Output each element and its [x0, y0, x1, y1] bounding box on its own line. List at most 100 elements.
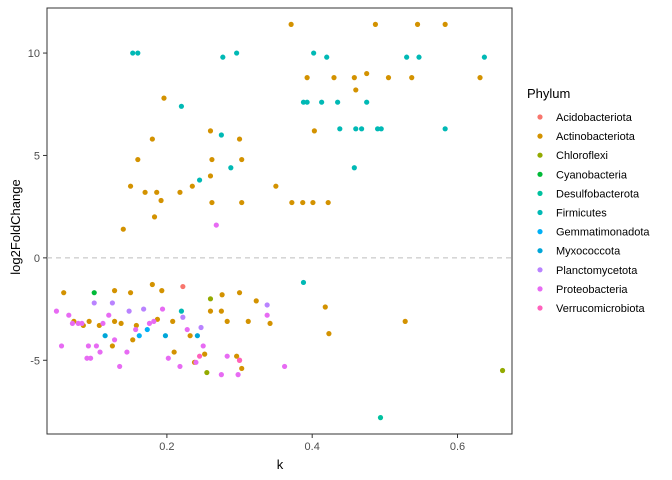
data-point — [91, 300, 97, 306]
data-point — [75, 320, 81, 327]
data-point — [93, 343, 100, 349]
legend-key — [537, 286, 543, 292]
data-point — [130, 50, 136, 56]
data-point — [325, 199, 331, 206]
data-point — [253, 298, 259, 304]
data-point — [146, 320, 153, 327]
data-point — [234, 50, 240, 56]
data-point — [184, 326, 190, 333]
x-axis-title: k — [277, 457, 284, 472]
legend-label: Verrucomicrobiota — [556, 303, 646, 315]
plot-panel — [46, 7, 513, 435]
data-point — [372, 21, 379, 27]
data-point — [85, 343, 92, 349]
data-point — [159, 306, 166, 312]
legend: Phylum Acidobacteriota Actinobacteriota Ch… — [527, 86, 650, 315]
data-point — [331, 75, 337, 81]
data-point — [310, 199, 316, 206]
data-point — [477, 75, 483, 81]
data-point — [91, 290, 97, 296]
data-point — [171, 349, 177, 355]
y-tick-label: 0 — [34, 253, 40, 265]
data-point — [165, 355, 171, 361]
legend-key — [537, 133, 543, 139]
data-point — [311, 128, 317, 134]
data-point — [234, 353, 240, 359]
data-point — [194, 333, 200, 339]
data-point — [111, 288, 118, 294]
data-point — [416, 54, 422, 60]
x-tick-label: 0.2 — [159, 441, 174, 453]
data-point — [207, 308, 214, 314]
data-point — [264, 302, 270, 308]
data-point — [322, 304, 328, 310]
data-point — [374, 126, 381, 132]
data-point — [288, 21, 294, 27]
data-point — [364, 99, 370, 105]
data-point — [300, 99, 307, 105]
data-point — [144, 326, 150, 333]
data-point — [236, 357, 243, 363]
data-point — [177, 363, 183, 370]
legend-label: Myxococcota — [556, 246, 621, 258]
legend-key — [537, 267, 543, 273]
data-point — [177, 189, 183, 195]
data-point — [213, 222, 219, 228]
data-point — [200, 343, 206, 349]
data-point — [117, 363, 123, 370]
data-point — [130, 337, 136, 343]
data-point — [158, 197, 164, 204]
data-point — [218, 132, 224, 138]
data-point — [335, 99, 341, 105]
data-point — [267, 320, 273, 327]
data-point — [377, 415, 384, 421]
data-point — [281, 363, 288, 370]
data-point — [304, 99, 310, 105]
data-point — [442, 21, 448, 27]
data-point — [66, 312, 72, 318]
x-tick-label: 0.6 — [450, 441, 465, 453]
data-point — [264, 312, 270, 318]
data-point — [187, 333, 193, 339]
data-point — [236, 290, 243, 296]
x-tick-label: 0.4 — [305, 441, 320, 453]
data-point — [127, 290, 134, 296]
data-point — [218, 372, 224, 378]
data-point — [300, 279, 307, 286]
data-point — [136, 333, 142, 339]
data-point — [499, 367, 506, 374]
data-point — [142, 189, 148, 195]
data-point — [319, 99, 325, 105]
data-point — [337, 126, 343, 132]
data-point — [353, 87, 359, 93]
data-point — [224, 318, 230, 324]
data-point — [124, 349, 130, 355]
data-point — [236, 136, 243, 142]
data-point — [245, 318, 251, 324]
data-point — [196, 353, 203, 359]
data-point — [106, 312, 112, 318]
data-point — [84, 355, 90, 361]
data-point — [404, 54, 410, 60]
data-point — [224, 353, 230, 359]
data-point — [109, 343, 115, 349]
data-point — [218, 308, 224, 314]
data-point — [289, 199, 295, 206]
data-point — [151, 318, 157, 324]
panel-border — [46, 7, 513, 435]
data-point — [159, 288, 165, 294]
data-point — [402, 318, 408, 324]
data-point — [135, 50, 141, 56]
data-point — [170, 318, 176, 324]
data-point — [239, 199, 245, 206]
y-tick-label: 5 — [34, 150, 40, 162]
data-point — [133, 322, 139, 329]
data-point — [109, 300, 115, 306]
data-point — [69, 320, 76, 327]
data-point — [135, 156, 141, 163]
legend-label: Planctomycetota — [556, 265, 638, 277]
legend-title: Phylum — [527, 86, 570, 101]
data-point — [196, 177, 203, 183]
data-points — [53, 21, 506, 421]
